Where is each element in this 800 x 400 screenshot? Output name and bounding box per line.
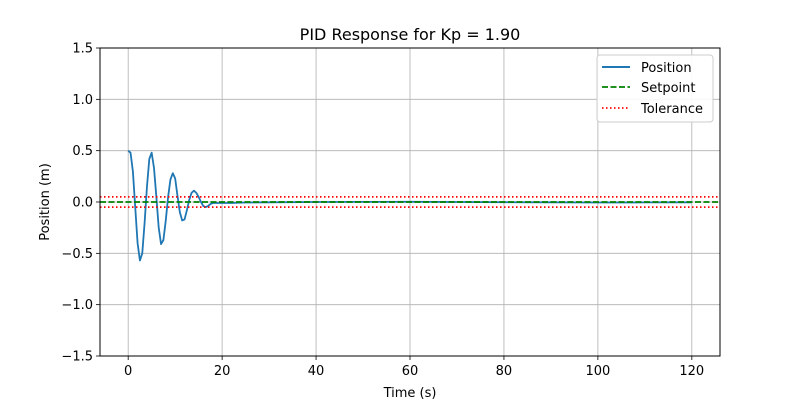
plot-lines (100, 149, 720, 262)
x-tick-label: 100 (585, 364, 610, 379)
legend-position-label: Position (641, 61, 692, 76)
x-tick-label: 40 (308, 364, 325, 379)
y-tick-label: 0.0 (72, 196, 93, 211)
y-tick-label: 1.0 (72, 93, 93, 108)
y-tick-label: 0.5 (72, 144, 93, 159)
y-tick-label: 1.5 (72, 42, 93, 57)
x-tick-label: 120 (679, 364, 704, 379)
x-tick-label: 60 (402, 364, 419, 379)
y-tick-label: −1.5 (61, 350, 93, 365)
y-axis-label: Position (m) (38, 163, 53, 241)
y-tick-label: −0.5 (61, 247, 93, 262)
x-tick-label: 0 (124, 364, 132, 379)
x-tick-label: 80 (496, 364, 513, 379)
y-tick-label: −1.0 (61, 298, 93, 313)
legend-setpoint-label: Setpoint (641, 81, 696, 96)
legend: Position Setpoint Tolerance (596, 54, 714, 123)
x-tick-label: 20 (214, 364, 231, 379)
legend-box (596, 54, 714, 123)
axis-ticks: 0 20 40 60 80 100 120 −1.5 −1.0 −0.5 0.0 0.5 1.0 1.5 (61, 42, 704, 380)
x-axis-label: Time (s) (383, 386, 437, 400)
chart-title: PID Response for Kp = 1.90 (300, 25, 521, 44)
legend-tolerance-label: Tolerance (640, 102, 703, 117)
